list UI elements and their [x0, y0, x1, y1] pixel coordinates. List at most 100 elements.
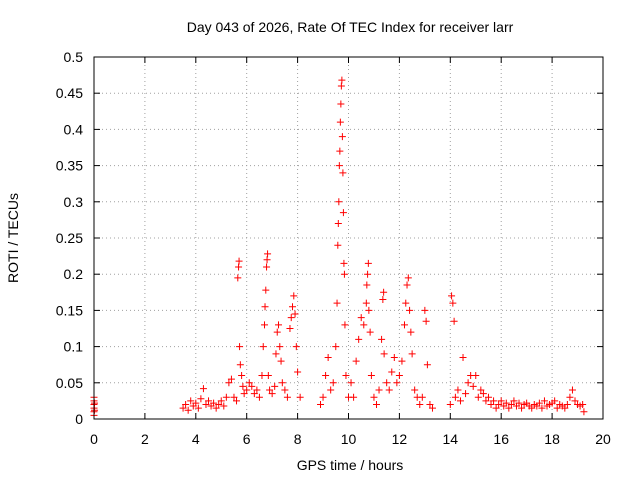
data-point [568, 386, 576, 394]
data-point [400, 321, 408, 329]
data-point [225, 379, 233, 387]
data-point [492, 404, 500, 412]
data-point [250, 390, 258, 398]
data-point [450, 317, 458, 325]
data-point [319, 393, 327, 401]
x-tick-label: 6 [243, 431, 251, 447]
data-point [360, 321, 368, 329]
data-point [273, 328, 281, 336]
data-point [487, 401, 495, 409]
data-point [474, 393, 482, 401]
y-tick-label: 0.3 [64, 194, 84, 210]
y-tick-label: 0.35 [56, 158, 83, 174]
data-point [367, 372, 375, 380]
data-point [192, 399, 200, 407]
y-tick-label: 0.2 [64, 266, 84, 282]
data-point [240, 390, 248, 398]
data-point [479, 390, 487, 398]
data-point [238, 372, 246, 380]
data-point [375, 386, 383, 394]
data-point [248, 382, 256, 390]
y-tick-label: 0.15 [56, 302, 83, 318]
x-tick-label: 8 [294, 431, 302, 447]
data-point [215, 401, 223, 409]
data-point [287, 314, 295, 322]
data-point [428, 404, 436, 412]
data-point [187, 397, 195, 405]
data-point [515, 399, 523, 407]
data-point [495, 401, 503, 409]
data-point [283, 393, 291, 401]
data-point [528, 404, 536, 412]
data-point [411, 386, 419, 394]
data-point [194, 404, 202, 412]
data-point [263, 263, 271, 271]
data-point [264, 372, 272, 380]
data-point [357, 314, 365, 322]
data-point [91, 399, 99, 407]
data-point [286, 325, 294, 332]
data-point [352, 357, 360, 365]
data-point [571, 397, 579, 405]
data-point [261, 303, 269, 311]
data-point [245, 379, 253, 387]
data-point [338, 133, 346, 141]
data-point [403, 281, 411, 289]
data-point [184, 406, 192, 414]
x-tick-label: 10 [341, 431, 357, 447]
data-point [350, 393, 358, 401]
data-point [324, 353, 332, 361]
data-point [339, 169, 347, 177]
data-point [490, 397, 498, 405]
data-point [217, 397, 225, 405]
data-point [197, 395, 205, 403]
data-point [261, 321, 269, 329]
data-point [212, 404, 220, 412]
data-point [332, 343, 340, 351]
data-point [579, 401, 587, 409]
data-point [364, 270, 372, 278]
data-point [333, 299, 341, 307]
data-point [372, 401, 380, 409]
data-point [340, 270, 348, 278]
data-point [222, 393, 230, 401]
x-axis-label: GPS time / hours [297, 457, 404, 473]
data-point [378, 335, 386, 343]
data-point [418, 393, 426, 401]
data-point [210, 399, 218, 407]
data-point [451, 393, 459, 401]
data-point [317, 401, 325, 409]
x-tick-label: 18 [544, 431, 560, 447]
data-point [462, 390, 470, 398]
data-point [484, 393, 492, 401]
data-point [236, 361, 244, 369]
data-point [355, 335, 363, 343]
data-point [477, 386, 485, 394]
grid-lines [94, 57, 603, 419]
data-point [91, 406, 99, 414]
data-point [456, 397, 464, 405]
data-point [538, 404, 546, 412]
data-point [393, 379, 401, 387]
y-tick-label: 0 [75, 411, 83, 427]
data-point [561, 404, 569, 412]
data-point [275, 321, 283, 329]
data-point [230, 393, 238, 401]
data-point [395, 372, 403, 380]
data-point [264, 250, 272, 258]
data-point [337, 82, 345, 90]
data-point [339, 209, 347, 217]
data-point [518, 404, 526, 412]
data-point [502, 399, 510, 407]
data-point [334, 220, 342, 228]
data-point [459, 353, 467, 361]
x-tick-label: 16 [493, 431, 509, 447]
data-point [236, 343, 244, 351]
data-point [446, 401, 454, 409]
data-point [205, 397, 213, 405]
data-point [263, 256, 271, 264]
y-tick-label: 0.5 [64, 49, 84, 65]
data-point [464, 379, 472, 387]
data-point [383, 379, 391, 387]
